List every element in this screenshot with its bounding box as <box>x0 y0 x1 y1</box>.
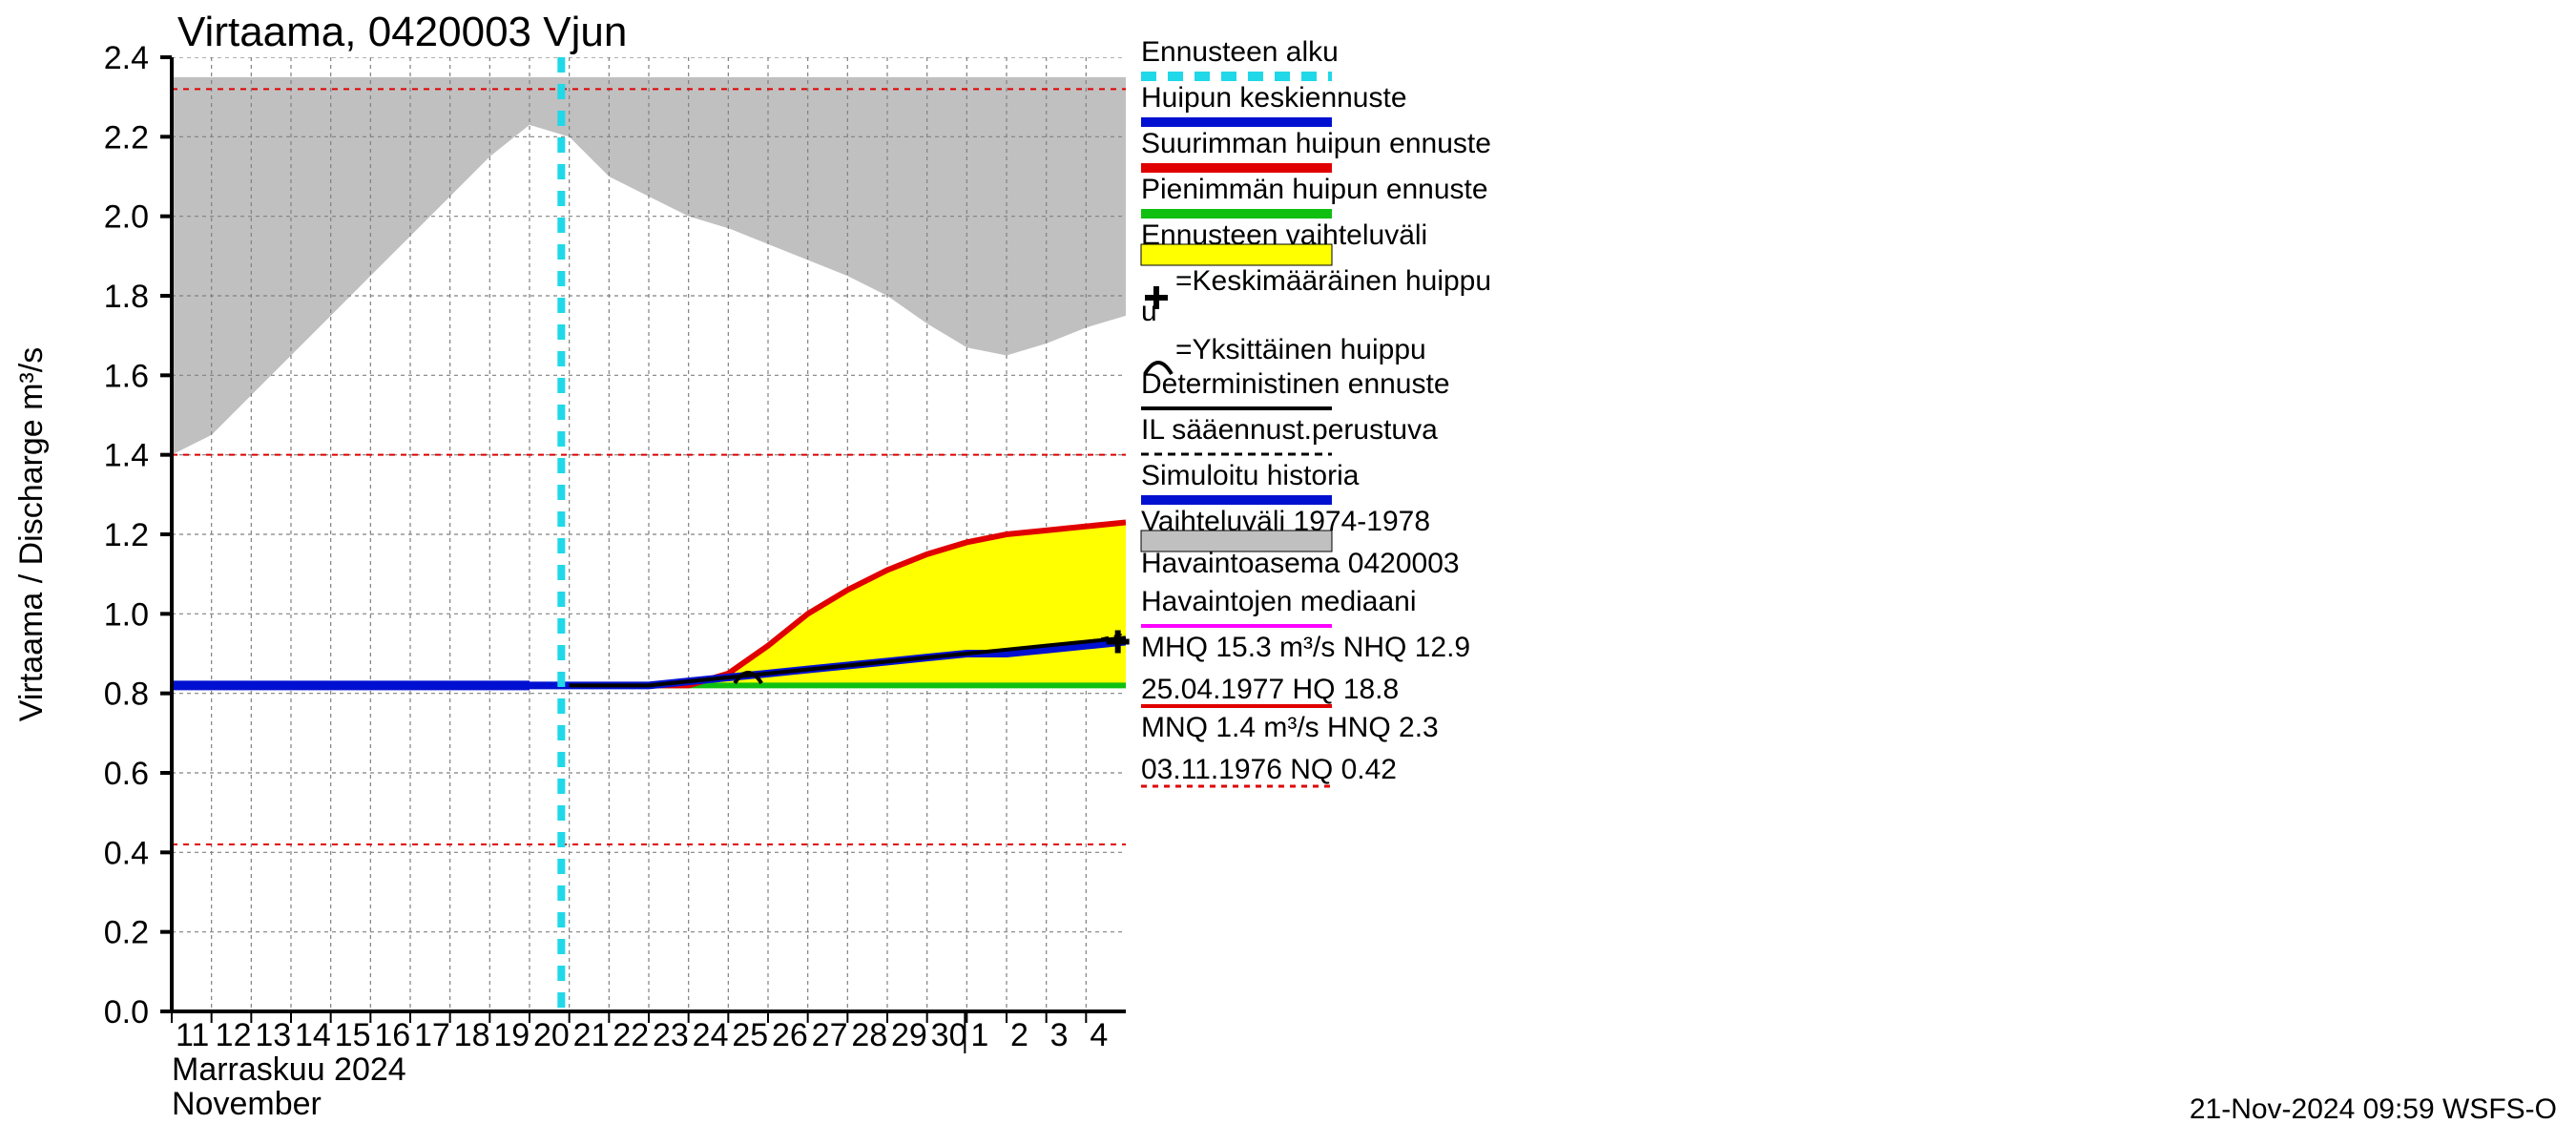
x-axis-month-fi: Marraskuu 2024 <box>172 1051 406 1088</box>
x-tick-label: 30 <box>931 1017 967 1053</box>
legend-label: =Yksittäinen huippu <box>1175 334 1426 365</box>
legend-label: 03.11.1976 NQ 0.42 <box>1141 754 1397 785</box>
legend-label: MNQ 1.4 m³/s HNQ 2.3 <box>1141 712 1439 743</box>
y-tick-label: 1.8 <box>104 279 149 315</box>
x-tick-label: 19 <box>493 1017 530 1053</box>
legend-label: Simuloitu historia <box>1141 460 1360 491</box>
legend-label: Ennusteen alku <box>1141 36 1339 68</box>
x-tick-label: 1 <box>970 1017 988 1053</box>
y-tick-label: 0.6 <box>104 756 149 792</box>
legend-label: IL sääennust.perustuva <box>1141 414 1438 446</box>
legend-label: u <box>1141 296 1157 327</box>
x-tick-label: 11 <box>176 1017 209 1053</box>
chart-footer: 21-Nov-2024 09:59 WSFS-O <box>2190 1093 2557 1125</box>
legend-label: Huipun keskiennuste <box>1141 82 1407 114</box>
y-tick-label: 0.2 <box>104 915 149 951</box>
legend-label: 25.04.1977 HQ 18.8 <box>1141 674 1399 705</box>
legend-label: Pienimmän huipun ennuste <box>1141 174 1488 205</box>
x-tick-label: 26 <box>772 1017 808 1053</box>
x-tick-label: 16 <box>374 1017 410 1053</box>
x-tick-label: 15 <box>335 1017 371 1053</box>
y-tick-label: 1.0 <box>104 596 149 633</box>
y-tick-label: 2.0 <box>104 199 149 236</box>
legend-label: Suurimman huipun ennuste <box>1141 128 1491 159</box>
legend-label: Havaintojen mediaani <box>1141 586 1417 617</box>
x-axis-month-en: November <box>172 1086 322 1122</box>
x-tick-label: 28 <box>851 1017 887 1053</box>
x-tick-label: 4 <box>1090 1017 1108 1053</box>
x-tick-label: 22 <box>613 1017 649 1053</box>
x-tick-label: 23 <box>653 1017 689 1053</box>
y-tick-label: 0.4 <box>104 835 149 871</box>
y-tick-label: 0.8 <box>104 677 149 713</box>
y-axis-label: Virtaama / Discharge m³/s <box>13 347 50 721</box>
x-tick-label: 18 <box>454 1017 490 1053</box>
x-tick-label: 29 <box>891 1017 927 1053</box>
x-tick-label: 13 <box>255 1017 291 1053</box>
y-tick-label: 2.2 <box>104 119 149 156</box>
x-tick-label: 24 <box>693 1017 729 1053</box>
x-tick-label: 17 <box>414 1017 450 1053</box>
legend-label: =Keskimääräinen huippu <box>1175 265 1491 297</box>
hydrograph-chart: 0.0 0.2 0.4 0.6 0.8 1.0 1.2 1.4 1.6 1.8 2.0 2.2 2.4 1… <box>0 0 2576 1145</box>
chart-title: Virtaama, 0420003 Vjun <box>177 9 627 55</box>
y-tick-label: 0.0 <box>104 994 149 1030</box>
legend-label: Deterministinen ennuste <box>1141 368 1450 400</box>
x-tick-label: 21 <box>573 1017 610 1053</box>
y-tick-label: 1.2 <box>104 517 149 553</box>
y-tick-label: 1.6 <box>104 358 149 394</box>
x-tick-label: 20 <box>533 1017 570 1053</box>
x-tick-label: 25 <box>732 1017 768 1053</box>
legend-label: MHQ 15.3 m³/s NHQ 12.9 <box>1141 632 1470 663</box>
x-tick-label: 12 <box>216 1017 252 1053</box>
chart-svg: 0.0 0.2 0.4 0.6 0.8 1.0 1.2 1.4 1.6 1.8 2.0 2.2 2.4 1… <box>0 0 2576 1145</box>
y-tick-label: 1.4 <box>104 438 149 474</box>
y-tick-label: 2.4 <box>104 40 149 76</box>
x-tick-label: 27 <box>812 1017 848 1053</box>
x-tick-label: 2 <box>1010 1017 1028 1053</box>
legend-label: Havaintoasema 0420003 <box>1141 548 1460 579</box>
x-tick-label: 14 <box>295 1017 331 1053</box>
x-tick-label: 3 <box>1050 1017 1069 1053</box>
